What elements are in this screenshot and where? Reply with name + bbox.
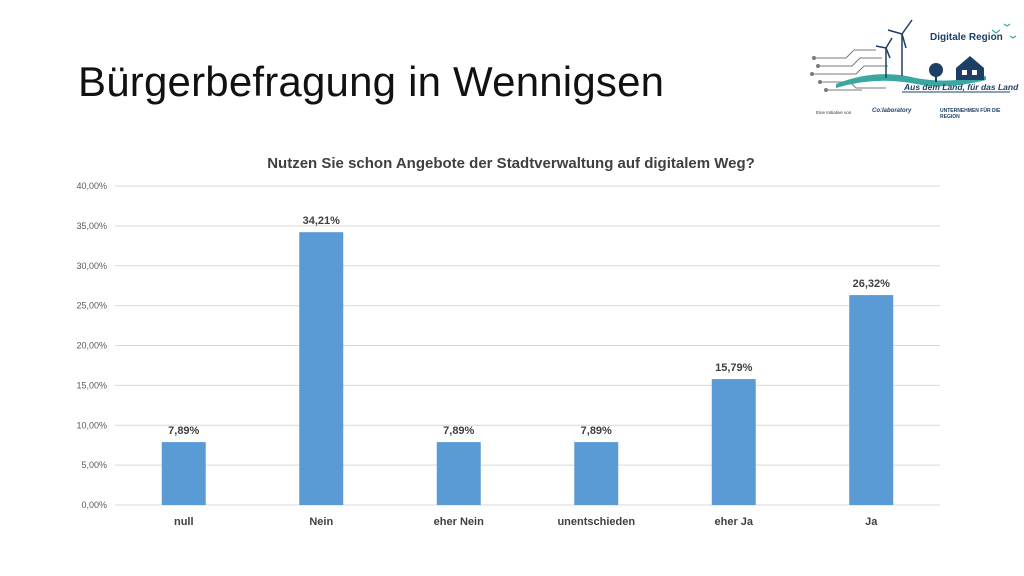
- y-tick-label: 35,00%: [76, 221, 107, 231]
- category-label: eher Ja: [714, 516, 753, 528]
- digitale-region-logo: Digitale Region Aus dem Land, für das La…: [806, 18, 1020, 128]
- logo-unternehmen: UNTERNEHMEN FÜR DIE REGION: [940, 108, 1001, 120]
- logo-tagline: Aus dem Land, für das Land: [904, 82, 1019, 92]
- bar-eher-Nein: [436, 442, 481, 505]
- bar-Ja: [849, 295, 894, 505]
- category-label: eher Nein: [434, 516, 484, 528]
- wind-turbine-circuit-icon: [810, 19, 1017, 93]
- data-label: 15,79%: [715, 362, 753, 374]
- data-label: 7,89%: [581, 425, 612, 437]
- category-label: Nein: [309, 516, 333, 528]
- data-label: 7,89%: [443, 425, 474, 437]
- logo-name: Digitale Region: [930, 32, 1003, 43]
- y-tick-label: 0,00%: [81, 500, 107, 510]
- data-label: 34,21%: [303, 215, 341, 227]
- bar-unentschieden: [574, 442, 619, 505]
- y-tick-label: 25,00%: [76, 301, 107, 311]
- y-tick-label: 15,00%: [76, 380, 107, 390]
- category-label: unentschieden: [557, 516, 635, 528]
- slide-title: Bürgerbefragung in Wennigsen: [78, 58, 665, 105]
- y-tick-label: 40,00%: [76, 181, 107, 191]
- chart-title: Nutzen Sie schon Angebote der Stadtverwa…: [267, 155, 755, 172]
- data-label: 26,32%: [853, 278, 891, 290]
- bar-null: [161, 442, 206, 505]
- data-label: 7,89%: [168, 425, 199, 437]
- logo-colaboratory: Co:laboratory: [872, 108, 912, 114]
- category-label: Ja: [865, 516, 878, 528]
- y-tick-label: 20,00%: [76, 341, 107, 351]
- y-tick-label: 10,00%: [76, 420, 107, 430]
- category-label: null: [174, 516, 194, 528]
- y-tick-label: 30,00%: [76, 261, 107, 271]
- logo-initiative-text: Eine Initiative von: [816, 110, 852, 115]
- y-tick-label: 5,00%: [81, 460, 107, 470]
- bar-Nein: [299, 232, 344, 506]
- bar-eher-Ja: [711, 379, 756, 505]
